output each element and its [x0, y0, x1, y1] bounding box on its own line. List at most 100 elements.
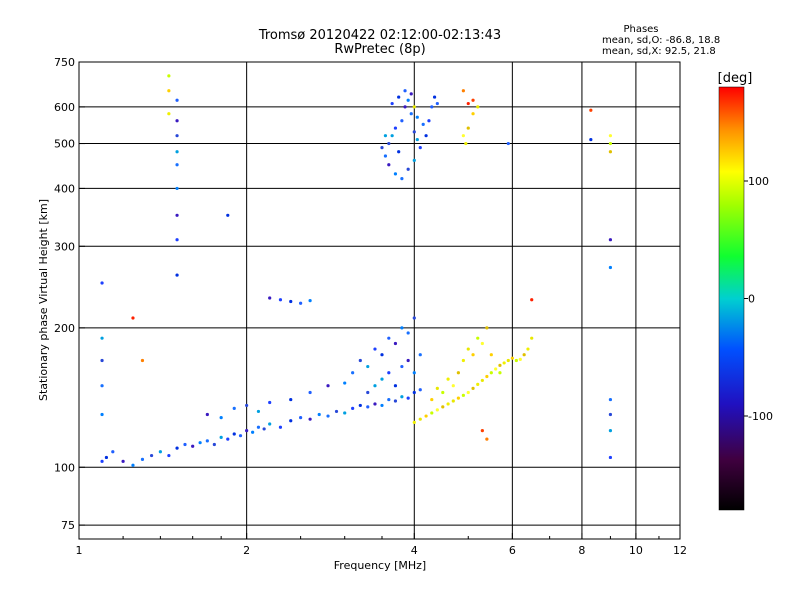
data-point-o-mode: [219, 435, 223, 440]
data-point-o-mode: [175, 119, 179, 123]
data-point-o-mode: [424, 134, 428, 138]
data-point-o-mode: [104, 455, 109, 460]
data-point-o-mode: [608, 428, 613, 433]
data-point-x-mode: [461, 134, 465, 138]
data-point-o-mode: [406, 331, 410, 335]
data-point-x-mode: [489, 353, 493, 357]
data-point-x-mode: [502, 361, 506, 365]
data-point-other-phase: [589, 108, 593, 112]
data-point-x-mode: [498, 363, 502, 367]
data-point-o-mode: [373, 347, 377, 351]
colorbar-label: [deg]: [718, 71, 753, 86]
x-tick-label: 8: [578, 544, 585, 557]
data-point-o-mode: [406, 396, 410, 400]
y-tick-label: 600: [54, 101, 75, 114]
x-axis-label: Frequency [MHz]: [334, 559, 426, 572]
chart-subtitle: RwPretec (8p): [334, 42, 425, 57]
data-point-x-mode: [167, 112, 171, 116]
colorbar-tick-label: -100: [748, 410, 773, 423]
data-point-o-mode: [390, 134, 394, 138]
data-point-o-mode: [387, 397, 391, 402]
data-point-o-mode: [308, 417, 312, 421]
data-points: [100, 74, 613, 467]
data-point-x-mode: [461, 358, 465, 363]
data-point-o-mode: [400, 119, 404, 123]
data-point-o-mode: [366, 405, 370, 409]
data-point-o-mode: [412, 371, 416, 375]
grid-lines: [79, 61, 680, 539]
phases-line1: mean, sd,O: -86.8, 18.8: [602, 35, 720, 46]
data-point-x-mode: [461, 393, 465, 397]
data-point-o-mode: [373, 384, 377, 388]
data-point-o-mode: [406, 167, 410, 171]
data-point-other-phase: [485, 437, 489, 441]
data-point-o-mode: [256, 409, 261, 414]
data-point-o-mode: [380, 403, 384, 408]
y-tick-label: 200: [54, 322, 75, 335]
chart-title: Tromsø 20120422 02:12:00-02:13:43: [258, 28, 501, 43]
data-point-o-mode: [393, 384, 398, 388]
data-point-o-mode: [589, 137, 593, 142]
data-point-o-mode: [418, 353, 422, 357]
data-point-o-mode: [205, 439, 209, 443]
data-point-o-mode: [232, 406, 236, 410]
data-point-o-mode: [140, 457, 145, 461]
data-point-o-mode: [393, 399, 398, 403]
data-point-o-mode: [326, 414, 330, 418]
data-point-o-mode: [415, 115, 419, 119]
data-point-x-mode: [530, 336, 534, 340]
data-point-other-phase: [471, 98, 475, 102]
data-point-o-mode: [268, 296, 272, 300]
data-point-x-mode: [518, 357, 522, 361]
data-point-o-mode: [400, 364, 404, 369]
data-point-o-mode: [383, 134, 388, 138]
data-point-o-mode: [432, 95, 437, 99]
data-point-o-mode: [167, 453, 171, 458]
data-point-o-mode: [191, 444, 195, 448]
data-point-o-mode: [427, 119, 431, 123]
data-point-o-mode: [400, 395, 404, 399]
data-point-o-mode: [198, 441, 202, 445]
data-point-o-mode: [100, 384, 104, 388]
data-point-o-mode: [175, 186, 179, 191]
data-point-o-mode: [387, 336, 391, 340]
data-point-o-mode: [387, 141, 391, 146]
data-point-x-mode: [608, 134, 613, 138]
data-point-o-mode: [358, 358, 362, 363]
data-point-x-mode: [466, 390, 470, 395]
data-point-x-mode: [608, 150, 613, 154]
data-point-o-mode: [308, 299, 312, 303]
data-point-o-mode: [351, 371, 355, 375]
data-point-o-mode: [278, 298, 283, 302]
data-point-o-mode: [158, 450, 162, 454]
data-point-x-mode: [471, 386, 475, 391]
data-point-other-phase: [140, 358, 145, 363]
data-point-o-mode: [380, 353, 384, 357]
data-point-o-mode: [245, 428, 249, 433]
data-point-o-mode: [175, 163, 179, 167]
data-point-o-mode: [351, 406, 355, 410]
data-point-x-mode: [476, 336, 480, 340]
data-point-o-mode: [435, 101, 439, 106]
data-point-o-mode: [175, 446, 179, 450]
data-point-x-mode: [476, 382, 480, 386]
data-point-o-mode: [412, 316, 416, 320]
data-point-o-mode: [409, 112, 413, 116]
data-point-o-mode: [418, 146, 422, 150]
y-tick-label: 400: [54, 182, 75, 195]
data-point-o-mode: [412, 390, 416, 395]
data-point-o-mode: [393, 172, 398, 176]
data-point-x-mode: [489, 371, 493, 375]
data-point-o-mode: [111, 450, 115, 454]
data-point-o-mode: [397, 95, 401, 99]
data-point-o-mode: [366, 390, 370, 395]
x-axis-ticks: 1 2 4 6 8 10 12: [76, 533, 687, 557]
data-point-x-mode: [485, 374, 489, 379]
data-point-x-mode: [451, 399, 455, 403]
data-point-x-mode: [167, 74, 171, 78]
data-point-x-mode: [446, 402, 450, 406]
data-point-o-mode: [226, 213, 230, 217]
data-point-x-mode: [430, 397, 434, 402]
data-point-o-mode: [343, 381, 347, 385]
colorbar: [deg] -100 0 100: [718, 71, 773, 511]
